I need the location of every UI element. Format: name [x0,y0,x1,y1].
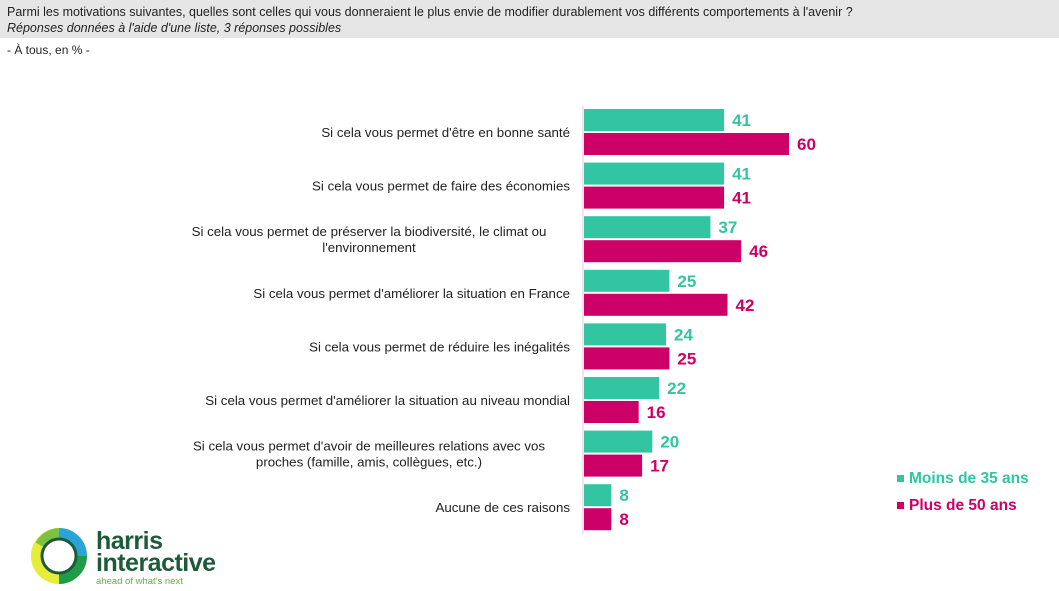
harris-interactive-logo: harris interactive ahead of what's next [28,525,238,587]
category-label-aucune-de-ces-raisons: Aucune de ces raisons [435,500,570,515]
logo-text-interactive: interactive [96,549,216,577]
bar-plus-de-50-ans-2 [584,240,742,263]
value-label-moins-de-35-ans-1: 41 [732,165,751,184]
bar-moins-de-35-ans-5 [584,377,660,399]
question-header: Parmi les motivations suivantes, quelles… [0,0,1059,38]
value-label-moins-de-35-ans-7: 8 [619,486,628,505]
category-label-line: Si cela vous permet d'être en bonne sant… [321,125,570,140]
value-label-moins-de-35-ans-6: 20 [660,433,679,452]
category-label-si-cela-vous-permet-d-ameliorer-la-situa: Si cela vous permet d'améliorer la situa… [205,393,570,408]
bar-moins-de-35-ans-0 [584,109,725,131]
logo-tagline: ahead of what's next [96,576,183,587]
legend-item-plus-50: Plus de 50 ans [897,492,1029,519]
bar-plus-de-50-ans-1 [584,186,725,209]
bar-plus-de-50-ans-7 [584,508,612,531]
legend-label-plus-50: Plus de 50 ans [909,496,1017,514]
legend-swatch-plus-50 [897,502,904,509]
bar-moins-de-35-ans-3 [584,269,670,292]
bar-moins-de-35-ans-2 [584,216,711,239]
value-label-plus-de-50-ans-0: 60 [797,135,816,154]
value-label-moins-de-35-ans-0: 41 [732,111,751,130]
value-label-moins-de-35-ans-5: 22 [667,379,686,398]
category-label-line: proches (famille, amis, collègues, etc.) [256,455,482,470]
value-label-plus-de-50-ans-7: 8 [619,510,628,529]
category-label-line: Si cela vous permet de faire des économi… [312,179,570,194]
bar-moins-de-35-ans-4 [584,323,666,346]
value-label-plus-de-50-ans-2: 46 [749,242,768,261]
legend-label-moins-35: Moins de 35 ans [909,469,1029,487]
value-label-moins-de-35-ans-4: 24 [674,325,693,344]
legend-swatch-moins-35 [897,475,904,482]
category-label-si-cela-vous-permet-d-ameliorer-la-situa: Si cela vous permet d'améliorer la situa… [253,286,570,301]
category-label-line: Si cela vous permet d'améliorer la situa… [253,286,570,301]
value-label-plus-de-50-ans-1: 41 [732,189,751,208]
bar-moins-de-35-ans-6 [584,430,653,453]
category-label-line: Si cela vous permet de préserver la biod… [192,224,547,239]
value-label-plus-de-50-ans-6: 17 [650,457,669,476]
category-label-si-cela-vous-permet-d-avoir-de-meilleure: Si cela vous permet d'avoir de meilleure… [193,439,545,470]
value-label-plus-de-50-ans-5: 16 [647,403,666,422]
logo-text-harris: harris [96,527,163,555]
bar-plus-de-50-ans-4 [584,347,670,370]
question-title: Parmi les motivations suivantes, quelles… [7,5,853,19]
logo-ring-icon [31,528,87,584]
legend-item-moins-35: Moins de 35 ans [897,465,1029,492]
bar-moins-de-35-ans-7 [584,484,612,507]
value-label-moins-de-35-ans-3: 25 [677,272,696,291]
category-label-line: Si cela vous permet d'améliorer la situa… [205,393,570,408]
category-label-line: l'environnement [322,240,416,255]
category-label-si-cela-vous-permet-de-faire-des-economi: Si cela vous permet de faire des économi… [312,179,570,194]
value-label-plus-de-50-ans-4: 25 [677,349,696,368]
bar-moins-de-35-ans-1 [584,162,725,185]
value-label-plus-de-50-ans-3: 42 [736,296,755,315]
bar-plus-de-50-ans-0 [584,133,789,155]
bar-plus-de-50-ans-5 [584,401,639,423]
bar-plus-de-50-ans-3 [584,293,728,316]
category-label-si-cela-vous-permet-de-reduire-les-inega: Si cela vous permet de réduire les inéga… [309,339,570,354]
bar-plus-de-50-ans-6 [584,454,643,477]
question-subtitle: Réponses données à l'aide d'une liste, 3… [7,21,342,35]
category-label-si-cela-vous-permet-d-etre-en-bonne-sant: Si cela vous permet d'être en bonne sant… [321,125,570,140]
category-label-si-cela-vous-permet-de-preserver-la-biod: Si cela vous permet de préserver la biod… [192,224,547,255]
value-label-moins-de-35-ans-2: 37 [718,218,737,237]
legend: Moins de 35 ans Plus de 50 ans [897,465,1029,519]
category-label-line: Si cela vous permet de réduire les inéga… [309,339,570,354]
category-label-line: Aucune de ces raisons [435,500,570,515]
category-label-line: Si cela vous permet d'avoir de meilleure… [193,439,545,454]
base-note: - À tous, en % - [7,43,90,57]
